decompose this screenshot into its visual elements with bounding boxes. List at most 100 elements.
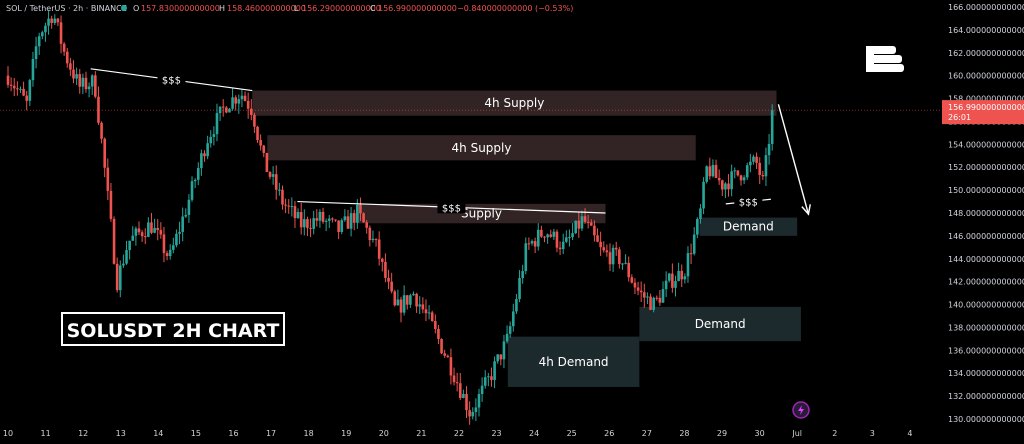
- demand-zone[interactable]: [639, 306, 801, 342]
- candle-bull: [187, 199, 191, 215]
- candle-bull: [200, 153, 203, 169]
- demand-zone-label: 4h Demand: [539, 355, 609, 369]
- candle-bull: [356, 204, 359, 223]
- chart-title-box: SOLUSDT 2H CHART: [61, 312, 285, 346]
- x-tick-label: 4: [907, 429, 912, 438]
- candle-bull: [196, 168, 200, 180]
- candle-bull: [296, 212, 300, 219]
- y-tick-label: 144.000000000000: [948, 255, 1024, 264]
- x-tick-label: 21: [416, 429, 426, 438]
- projection-arrow-line[interactable]: [777, 104, 810, 215]
- supply-zone[interactable]: [357, 203, 606, 224]
- candle-bull: [427, 312, 431, 314]
- candle-bull: [749, 161, 752, 166]
- x-tick-label: 2: [832, 429, 837, 438]
- candle-bull: [611, 247, 615, 265]
- candle-bear: [156, 227, 160, 231]
- x-tick-label: 24: [529, 429, 539, 438]
- candle-bull: [134, 228, 138, 236]
- candle-bull: [696, 218, 699, 235]
- candle-bear: [577, 220, 581, 229]
- candle-bull: [41, 32, 44, 37]
- candle-bear: [424, 309, 428, 314]
- demand-zone[interactable]: [699, 217, 798, 236]
- candle-bear: [362, 213, 365, 223]
- candle-bull: [178, 231, 181, 234]
- candle-bear: [97, 96, 100, 123]
- candle-bear: [446, 355, 450, 358]
- high-label: H: [219, 4, 225, 13]
- candle-bull: [312, 218, 315, 229]
- candle-bear: [309, 227, 312, 229]
- candle-bull: [483, 377, 487, 386]
- x-tick-label: 27: [642, 429, 652, 438]
- candle-bear: [393, 291, 397, 306]
- candle-bear: [384, 261, 387, 278]
- candle-bull: [271, 174, 275, 177]
- candle-bull: [409, 295, 412, 305]
- candle-bear: [331, 218, 334, 220]
- candle-bear: [437, 328, 440, 339]
- candle-bear: [84, 77, 88, 90]
- supply-zone[interactable]: [267, 135, 696, 161]
- replay-lightning-icon[interactable]: [792, 401, 810, 419]
- candle-bull: [371, 238, 375, 241]
- candle-bear: [293, 206, 297, 219]
- candle-bear: [246, 100, 250, 109]
- candle-bear: [655, 297, 659, 299]
- candle-bull: [47, 18, 50, 26]
- liquidity-label: $$$: [162, 76, 181, 87]
- candle-bull: [168, 249, 172, 257]
- candle-bear: [321, 211, 325, 222]
- x-tick-label: 20: [379, 429, 389, 438]
- candle-bear: [387, 277, 390, 282]
- candle-bear: [359, 204, 362, 214]
- candle-bull: [733, 170, 737, 172]
- candle-bear: [299, 212, 303, 228]
- candle-bull: [153, 227, 156, 233]
- candle-bull: [412, 293, 415, 296]
- candle-bull: [711, 164, 715, 177]
- candle-bull: [724, 183, 727, 190]
- x-tick-label: 11: [40, 429, 50, 438]
- demand-zone[interactable]: [507, 336, 640, 387]
- candle-bear: [608, 252, 612, 265]
- candle-bull: [131, 235, 135, 241]
- x-tick-label: 18: [304, 429, 314, 438]
- candle-bear: [490, 376, 493, 380]
- demand-zone-label: Demand: [723, 220, 774, 234]
- candle-bull: [206, 143, 209, 157]
- candle-bull: [184, 214, 188, 217]
- candle-bear: [259, 140, 262, 146]
- y-tick-label: 132.000000000000: [948, 392, 1024, 401]
- candle-bear: [100, 122, 103, 139]
- candle-bear: [9, 84, 13, 86]
- candle-bear: [399, 299, 403, 313]
- candle-bear: [137, 228, 141, 233]
- candle-bear: [6, 75, 10, 85]
- candle-bear: [221, 106, 225, 108]
- candle-bull: [471, 412, 475, 417]
- candle-bear: [334, 219, 337, 221]
- x-tick-label: 19: [341, 429, 351, 438]
- candle-bear: [649, 296, 652, 310]
- candle-bull: [175, 233, 178, 246]
- candle-bull: [125, 250, 128, 264]
- candle-bear: [714, 164, 718, 178]
- candle-bull: [349, 213, 353, 229]
- candle-bull: [705, 166, 708, 182]
- candle-bull: [646, 296, 649, 298]
- candle-bear: [540, 229, 543, 237]
- candle-bull: [87, 86, 91, 90]
- y-tick-label: 140.000000000000: [948, 301, 1024, 310]
- candle-bear: [739, 175, 743, 181]
- candle-bear: [605, 250, 609, 253]
- y-tick-label: 142.000000000000: [948, 278, 1024, 287]
- supply-zone[interactable]: [252, 90, 777, 116]
- x-tick-label: 16: [228, 429, 238, 438]
- candle-bear: [680, 270, 684, 280]
- candle-bear: [758, 162, 762, 175]
- y-tick-label: 160.000000000000: [948, 72, 1024, 81]
- candle-bull: [396, 299, 400, 306]
